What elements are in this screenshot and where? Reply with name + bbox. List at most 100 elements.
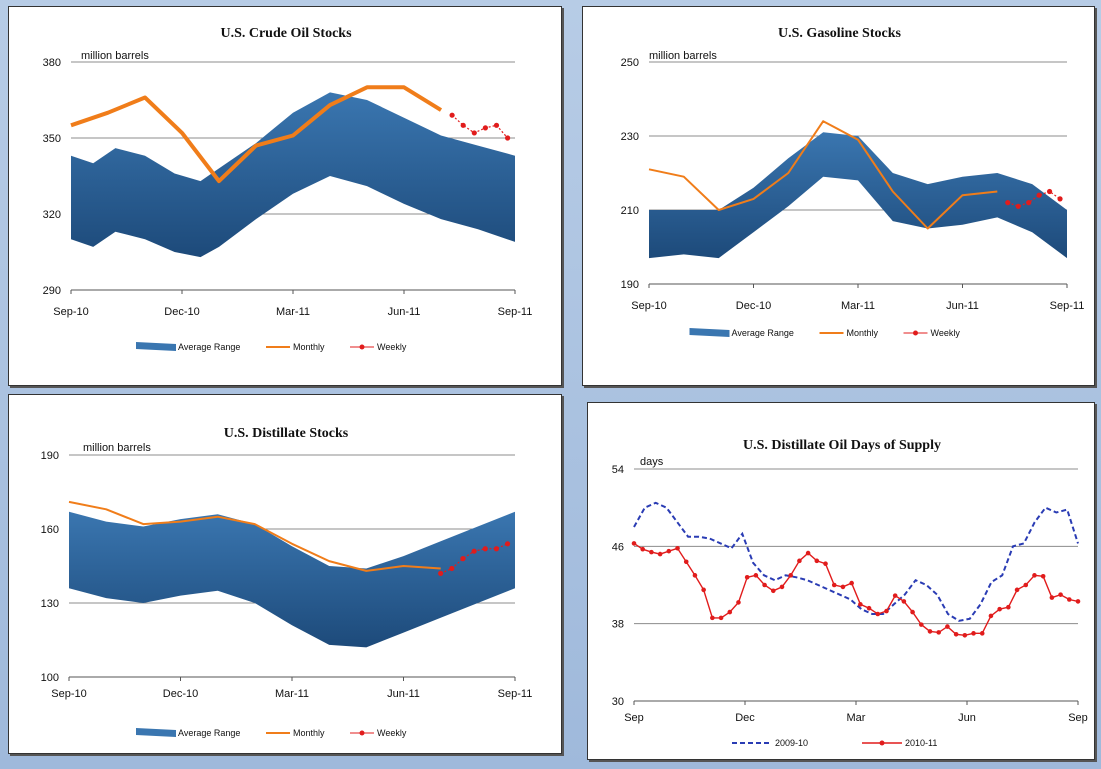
x-tick-label: Mar-11 [275,688,309,700]
y-tick-label: 130 [41,598,59,610]
series-point-2010-11 [1049,595,1055,600]
average-range-band [71,92,515,258]
weekly-point [471,130,477,136]
legend-swatch-average-range [136,728,176,737]
x-tick-label: Sep-10 [51,688,86,700]
series-point-2010-11 [649,549,654,555]
series-point-2010-11 [1032,573,1037,578]
series-point-2010-11 [1075,599,1081,604]
legend-label-monthly: Monthly [293,342,325,352]
legend-swatch-average-range [689,328,730,337]
series-point-2010-11 [657,551,663,557]
x-tick-label: Sep-11 [498,688,533,700]
x-tick-label: Mar-11 [276,306,310,318]
gasoline-chart-svg: U.S. Gasoline Stocks million barrels 190 21… [621,26,1085,338]
series-point-2010-11 [858,602,863,607]
chart-title: U.S. Distillate Oil Days of Supply [743,438,941,453]
y-tick-label: 190 [621,279,639,291]
series-point-2010-11 [1066,597,1072,602]
series-point-2010-11 [788,573,794,578]
crude-oil-chart-svg: U.S. Crude Oil Stocks million barrels 290 3… [43,26,533,352]
x-tick-label: Dec-10 [164,306,199,318]
series-point-2010-11 [997,606,1002,612]
series-point-2010-11 [936,630,942,635]
unit-label: million barrels [649,50,717,62]
series-point-2010-11 [927,629,933,634]
y-tick-label: 350 [43,133,61,145]
weekly-point [449,112,455,118]
monthly-series-line [648,120,998,230]
distillate-stocks-chart: U.S. Distillate Stocks million barrels 100… [8,394,562,754]
series-point-2010-11 [631,541,637,546]
series-point-2010-11 [945,624,950,629]
x-tick-label: Mar [847,712,866,724]
series-point-2010-11 [884,608,889,614]
x-tick-label: Jun-11 [946,300,979,312]
series-point-2010-11 [718,615,724,621]
weekly-point [438,570,444,576]
weekly-point [493,122,500,128]
legend-label-average-range: Average Range [178,728,240,738]
x-tick-label: Dec [735,712,755,724]
monthly-series-line [68,500,441,572]
series-point-2010-11 [892,593,898,598]
series-point-2010-11 [762,582,767,588]
series-point-2010-11 [753,573,759,578]
series-point-2010-11 [692,573,698,578]
legend-marker-weekly [913,330,918,336]
chart-title: U.S. Gasoline Stocks [778,26,901,41]
average-range-band [69,511,515,648]
weekly-point [1015,203,1021,209]
x-tick-label: Sep-11 [1050,300,1085,312]
legend-label-weekly: Weekly [377,728,407,738]
legend-marker-2010-11 [879,740,885,746]
series-line-2009-10 [633,501,1079,622]
series-point-2010-11 [744,574,750,580]
x-tick-label: Sep-10 [631,300,666,312]
series-point-2010-11 [640,546,646,552]
x-tick-label: Sep [1068,712,1088,724]
y-tick-label: 30 [612,696,624,708]
series-point-2010-11 [979,631,985,636]
series-point-2010-11 [1040,574,1046,579]
y-tick-label: 230 [621,131,639,143]
x-tick-label: Jun [958,712,976,724]
series-point-2010-11 [866,605,872,611]
series-point-2010-11 [831,582,837,588]
legend-label-average-range: Average Range [732,328,794,338]
y-tick-label: 100 [41,672,59,684]
weekly-point [1046,188,1053,195]
unit-label: million barrels [83,442,151,454]
y-tick-label: 380 [43,57,61,69]
series-point-2010-11 [875,611,881,617]
weekly-point [1036,192,1042,198]
weekly-point [504,541,511,547]
legend-label-2010-11: 2010-11 [905,738,937,748]
weekly-point [460,556,466,562]
series-point-2010-11 [683,559,689,565]
x-tick-label: Dec-10 [163,688,198,700]
series-point-2010-11 [805,550,811,556]
x-tick-label: Mar-11 [841,300,875,312]
series-point-2010-11 [675,545,680,551]
series-point-2010-11 [1058,592,1063,597]
x-tick-label: Sep-11 [498,306,533,318]
series-point-2010-11 [988,613,994,619]
weekly-point [1026,200,1032,206]
legend-marker-weekly [359,344,365,350]
distillate-chart-svg: U.S. Distillate Stocks million barrels 100… [41,426,533,738]
weekly-point [1057,196,1063,202]
legend-label-weekly: Weekly [931,328,961,338]
legend-label-2009-10: 2009-10 [775,738,808,748]
legend-marker-weekly [359,730,365,736]
weekly-point [505,135,511,141]
series-point-2010-11 [710,615,715,621]
y-tick-label: 290 [43,285,61,297]
series-point-2010-11 [1014,587,1020,593]
series-point-2010-11 [849,580,854,586]
gasoline-stocks-chart: U.S. Gasoline Stocks million barrels 190 21… [582,6,1095,386]
series-point-2010-11 [814,558,820,564]
series-point-2010-11 [823,561,828,567]
y-tick-label: 190 [41,450,59,462]
y-tick-label: 160 [41,524,59,536]
